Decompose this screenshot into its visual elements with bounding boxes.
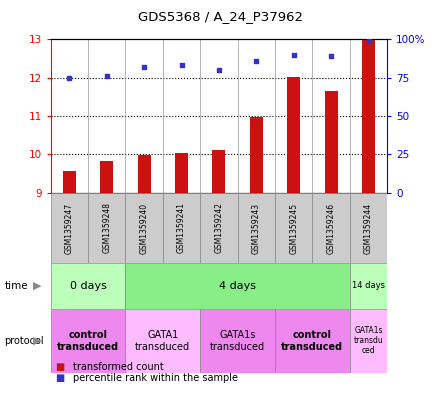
Bar <box>213 150 225 193</box>
Text: GATA1s
transdu
ced: GATA1s transdu ced <box>354 326 383 356</box>
Text: GSM1359242: GSM1359242 <box>214 202 224 253</box>
Text: ■: ■ <box>55 373 64 384</box>
Point <box>66 75 73 81</box>
Text: time: time <box>4 281 28 291</box>
Text: ▶: ▶ <box>33 336 41 346</box>
Text: GSM1359247: GSM1359247 <box>65 202 74 253</box>
Point <box>141 64 148 70</box>
Bar <box>51 193 88 263</box>
Text: GDS5368 / A_24_P37962: GDS5368 / A_24_P37962 <box>138 10 303 23</box>
Text: control
transduced: control transduced <box>57 331 119 351</box>
Point <box>327 53 335 59</box>
Bar <box>350 309 387 373</box>
Bar <box>125 263 350 309</box>
Point <box>178 62 185 68</box>
Text: 14 days: 14 days <box>352 281 385 290</box>
Bar <box>350 193 387 263</box>
Bar <box>125 193 163 263</box>
Bar <box>51 263 125 309</box>
Bar <box>200 309 275 373</box>
Text: percentile rank within the sample: percentile rank within the sample <box>73 373 238 384</box>
Bar <box>100 161 113 193</box>
Text: transformed count: transformed count <box>73 362 163 372</box>
Bar <box>238 193 275 263</box>
Text: GSM1359245: GSM1359245 <box>289 202 298 253</box>
Bar <box>175 154 188 193</box>
Text: GSM1359248: GSM1359248 <box>102 202 111 253</box>
Point <box>103 73 110 79</box>
Bar <box>287 77 300 193</box>
Text: GSM1359241: GSM1359241 <box>177 202 186 253</box>
Text: 0 days: 0 days <box>70 281 106 291</box>
Bar <box>138 155 150 193</box>
Bar <box>200 193 238 263</box>
Point <box>290 51 297 58</box>
Bar <box>275 193 312 263</box>
Text: GATA1
transduced: GATA1 transduced <box>135 331 191 351</box>
Bar <box>350 263 387 309</box>
Text: ▶: ▶ <box>33 281 41 291</box>
Bar <box>125 309 200 373</box>
Point <box>253 58 260 64</box>
Text: ■: ■ <box>55 362 64 372</box>
Bar <box>163 193 200 263</box>
Text: GATA1s
transduced: GATA1s transduced <box>210 331 265 351</box>
Bar <box>51 309 125 373</box>
Point <box>365 38 372 44</box>
Text: GSM1359246: GSM1359246 <box>326 202 336 253</box>
Text: 4 days: 4 days <box>219 281 256 291</box>
Bar <box>325 91 337 193</box>
Bar <box>362 39 375 193</box>
Bar <box>312 193 350 263</box>
Text: protocol: protocol <box>4 336 44 346</box>
Bar <box>63 171 76 193</box>
Bar <box>275 309 350 373</box>
Text: GSM1359244: GSM1359244 <box>364 202 373 253</box>
Text: GSM1359243: GSM1359243 <box>252 202 261 253</box>
Text: control
transduced: control transduced <box>281 331 344 351</box>
Bar <box>250 117 263 193</box>
Bar <box>88 193 125 263</box>
Text: GSM1359240: GSM1359240 <box>139 202 149 253</box>
Point <box>216 67 223 73</box>
